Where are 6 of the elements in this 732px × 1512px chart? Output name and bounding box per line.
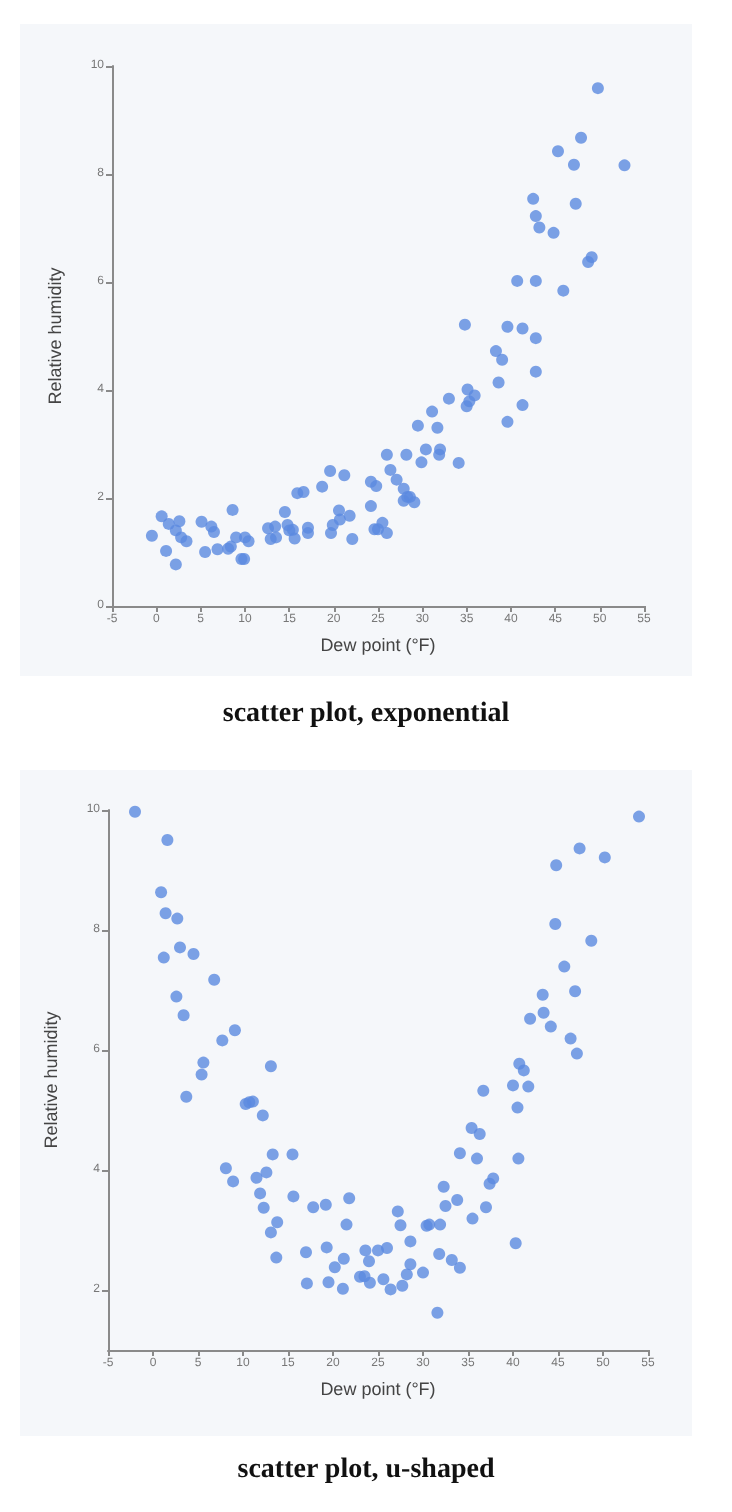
text: scatter plot, u-shaped	[237, 1455, 495, 1485]
text: scatter plot, exponential	[222, 699, 510, 729]
x-axis-title: Dew point (°F)	[320, 1379, 436, 1399]
x-axis-title: Dew point (°F)	[320, 635, 436, 655]
y-axis-title: Relative humidity	[45, 266, 65, 405]
y-axis-title: Relative humidity	[41, 1010, 61, 1149]
